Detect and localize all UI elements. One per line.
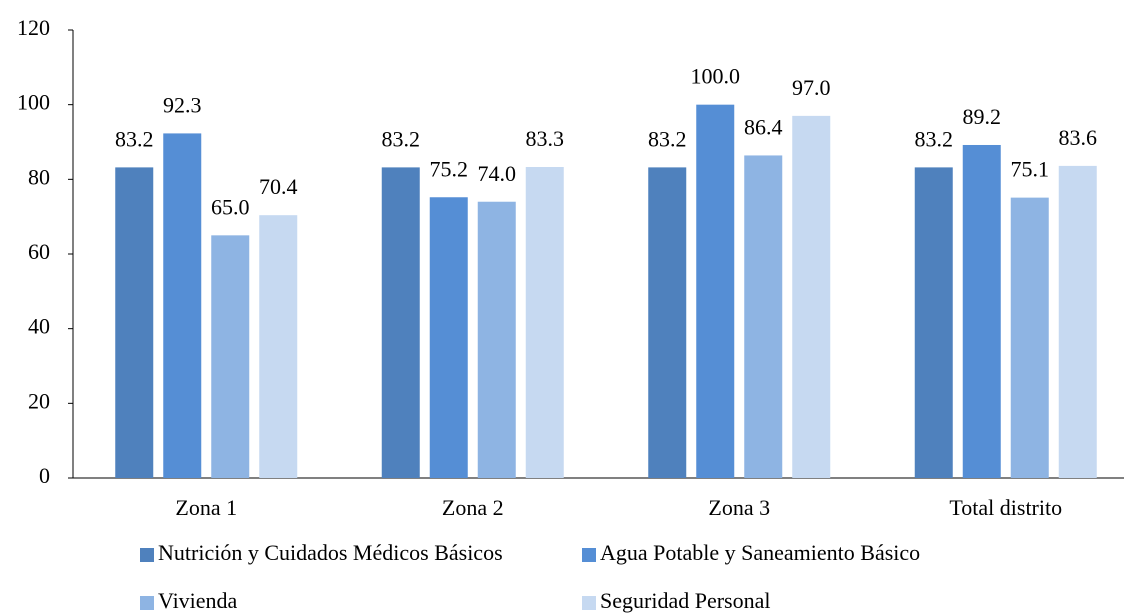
bar xyxy=(115,167,154,479)
bar xyxy=(744,155,783,478)
bar xyxy=(962,144,1001,478)
value-label: 83.2 xyxy=(382,126,421,151)
bar xyxy=(211,235,250,478)
legend-label: Vivienda xyxy=(158,588,238,613)
bar xyxy=(648,167,687,479)
legend-label: Agua Potable y Saneamiento Básico xyxy=(600,540,920,565)
bar xyxy=(792,115,831,478)
value-label: 75.1 xyxy=(1011,157,1050,182)
legend-swatch xyxy=(582,548,596,562)
y-tick-label: 120 xyxy=(17,15,50,40)
value-label: 86.4 xyxy=(744,114,783,139)
legend-swatch xyxy=(140,548,154,562)
value-label: 83.3 xyxy=(526,126,565,151)
bar xyxy=(1010,197,1049,479)
legend-label: Seguridad Personal xyxy=(600,588,770,613)
value-label: 65.0 xyxy=(211,194,250,219)
value-label: 83.6 xyxy=(1059,125,1098,150)
bar xyxy=(914,167,953,479)
y-tick-label: 100 xyxy=(17,90,50,115)
bar xyxy=(696,104,735,479)
y-tick-label: 40 xyxy=(28,314,50,339)
value-label: 75.2 xyxy=(430,156,469,181)
x-tick-label: Zona 1 xyxy=(175,495,237,520)
x-tick-label: Total distrito xyxy=(949,495,1062,520)
x-tick-label: Zona 3 xyxy=(708,495,770,520)
y-tick-label: 60 xyxy=(28,239,50,264)
legend-swatch xyxy=(582,596,596,610)
value-label: 92.3 xyxy=(163,92,202,117)
bar xyxy=(381,167,420,479)
legend-label: Nutrición y Cuidados Médicos Básicos xyxy=(158,540,503,565)
value-label: 100.0 xyxy=(691,64,741,89)
bar xyxy=(259,215,298,478)
value-label: 74.0 xyxy=(478,161,517,186)
value-label: 89.2 xyxy=(963,104,1002,129)
value-label: 83.2 xyxy=(115,126,154,151)
y-tick-label: 80 xyxy=(28,164,50,189)
x-tick-label: Zona 2 xyxy=(442,495,504,520)
bar xyxy=(163,133,202,478)
value-label: 83.2 xyxy=(648,126,687,151)
y-tick-label: 0 xyxy=(39,463,50,488)
value-label: 70.4 xyxy=(259,174,298,199)
bar xyxy=(1058,165,1097,479)
bar xyxy=(525,167,564,478)
bar xyxy=(477,201,516,478)
value-label: 97.0 xyxy=(792,75,831,100)
y-tick-label: 20 xyxy=(28,388,50,413)
value-label: 83.2 xyxy=(915,126,954,151)
legend-swatch xyxy=(140,596,154,610)
bar xyxy=(429,197,468,478)
